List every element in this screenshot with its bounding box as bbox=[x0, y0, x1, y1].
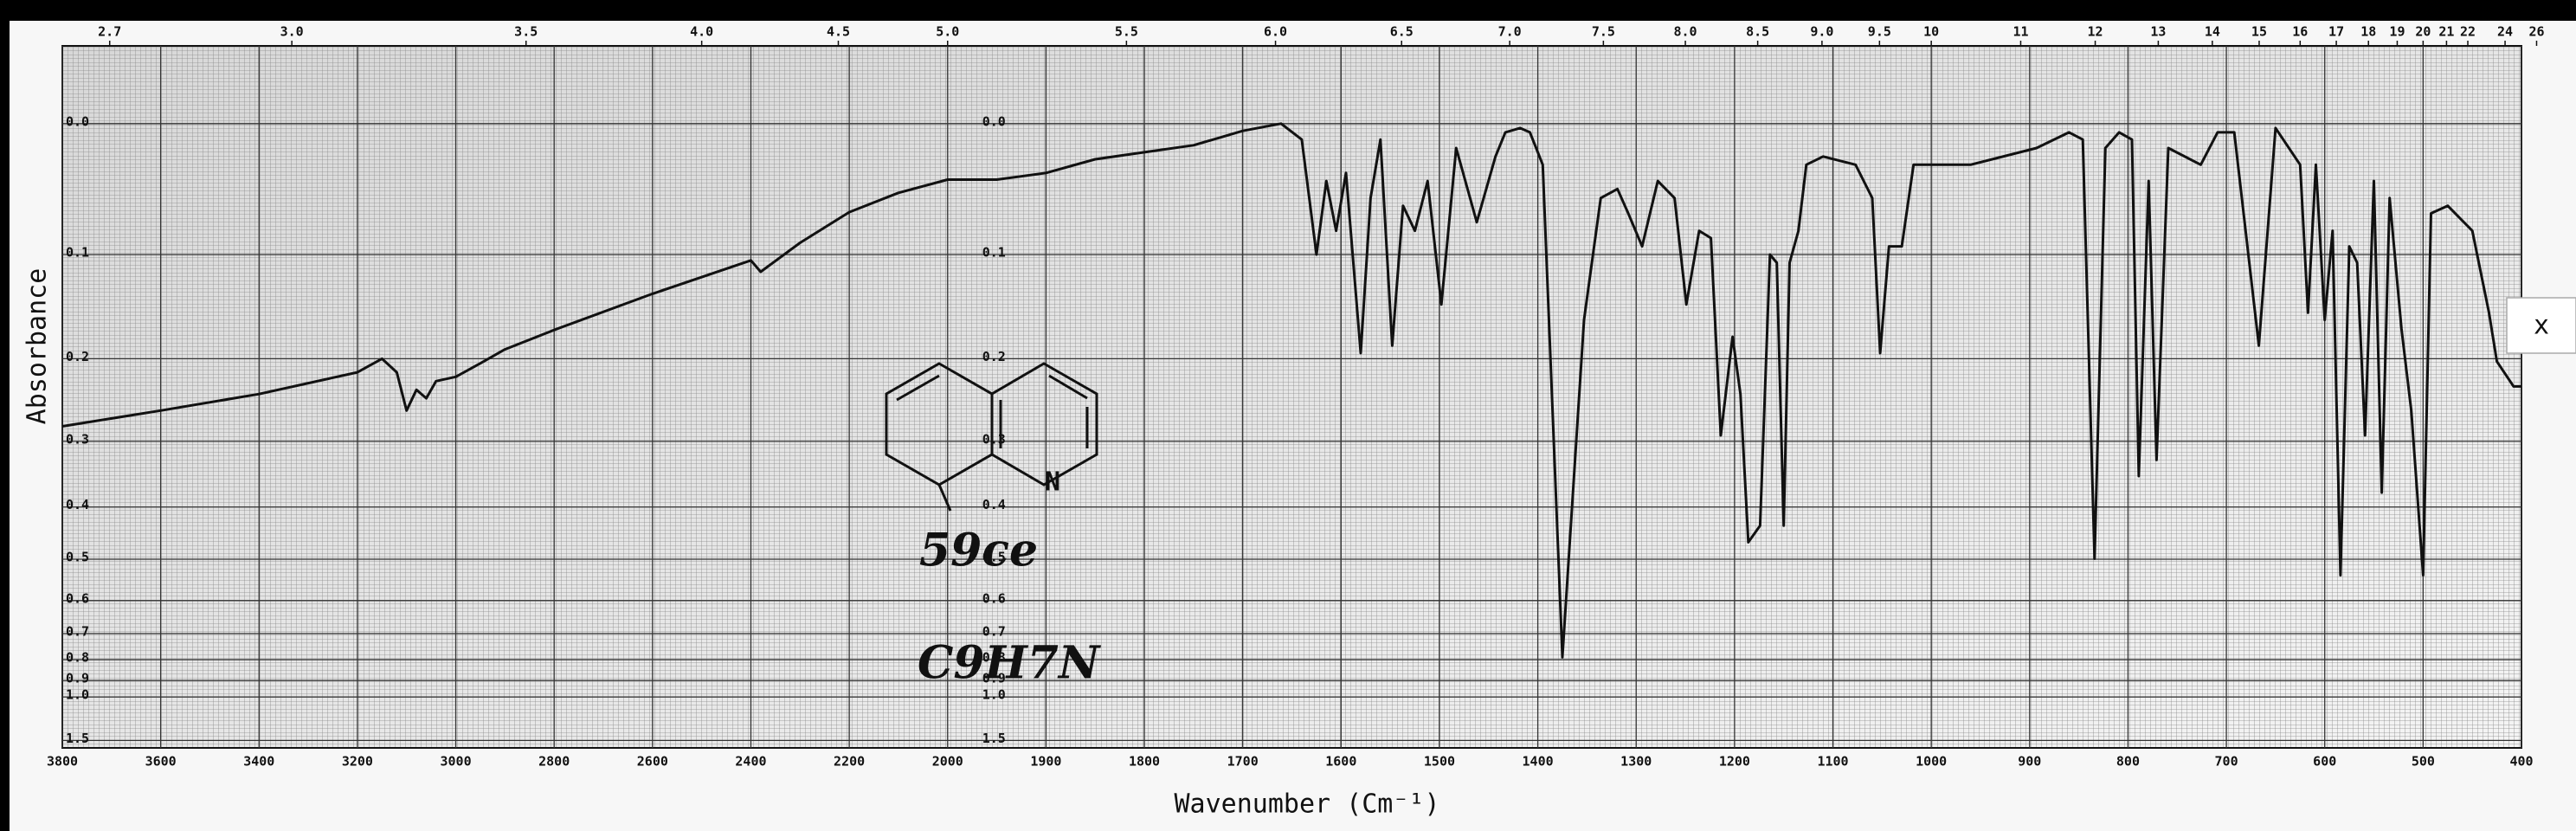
y-axis-title: Absorbance bbox=[23, 268, 53, 425]
annotation: C9H7N bbox=[918, 637, 1102, 690]
x2-tick-label: 4.0 bbox=[690, 24, 713, 40]
y-tick-label: 0.2 bbox=[982, 349, 1006, 364]
x-tick-label: 3000 bbox=[440, 754, 471, 770]
x2-tick-label: 26 bbox=[2528, 24, 2544, 40]
bond-tail bbox=[937, 484, 952, 512]
y-tick-label: 0.4 bbox=[66, 497, 89, 512]
x2-tick-label: 7.5 bbox=[1592, 24, 1615, 40]
y-tick-label: 0.0 bbox=[66, 113, 89, 129]
close-button-label[interactable]: x bbox=[2534, 311, 2549, 341]
y-tick-label: 0.1 bbox=[66, 245, 89, 261]
x-tick-label: 2600 bbox=[637, 754, 668, 770]
x2-tick-label: 14 bbox=[2205, 24, 2220, 40]
x-tick-label: 1400 bbox=[1523, 754, 1554, 770]
y-tick-label: 0.1 bbox=[982, 245, 1006, 261]
y-tick-label: 0.3 bbox=[982, 431, 1006, 447]
x2-tick-label: 6.5 bbox=[1390, 24, 1414, 40]
x2-tick-label: 12 bbox=[2088, 24, 2103, 40]
x-tick-label: 1700 bbox=[1227, 754, 1259, 770]
x-tick-label: 2200 bbox=[834, 754, 865, 770]
x2-tick-label: 3.0 bbox=[280, 24, 304, 40]
structure bbox=[885, 362, 1098, 512]
x2-tick-label: 15 bbox=[2251, 24, 2267, 40]
spectrum-line bbox=[61, 122, 2521, 659]
x-tick-label: 800 bbox=[2116, 754, 2140, 770]
x-tick-label: 2400 bbox=[735, 754, 766, 770]
close-button[interactable]: x bbox=[2506, 297, 2576, 354]
x-tick-label: 1800 bbox=[1129, 754, 1160, 770]
close-button-box[interactable] bbox=[2506, 297, 2576, 354]
y-tick-label: 0.8 bbox=[66, 650, 89, 666]
y-tick-label: 1.5 bbox=[66, 731, 89, 746]
tick-labels: 3800 3600 3400 3200 3000 2800 2600 2400 2200 2000… bbox=[47, 24, 2545, 770]
x2-tick-label: 22 bbox=[2460, 24, 2476, 40]
y-tick-label: 0.8 bbox=[982, 650, 1006, 666]
top-bar bbox=[0, 0, 2576, 21]
y-tick-label: 0.5 bbox=[66, 549, 89, 564]
x2-tick-label: 19 bbox=[2389, 24, 2405, 40]
x2-tick-label: 9.5 bbox=[1868, 24, 1891, 40]
left-edge bbox=[0, 0, 10, 831]
x2-tick-label: 6.0 bbox=[1264, 24, 1287, 40]
x2-tick-label: 20 bbox=[2415, 24, 2431, 40]
x2-tick-label: 7.0 bbox=[1498, 24, 1522, 40]
x-tick-label: 1900 bbox=[1030, 754, 1061, 770]
x2-tick-label: 24 bbox=[2497, 24, 2513, 40]
x-tick-label: 3200 bbox=[342, 754, 373, 770]
x-tick-label: 600 bbox=[2313, 754, 2336, 770]
x-tick-label: 2800 bbox=[538, 754, 570, 770]
x2-tick-label: 9.0 bbox=[1810, 24, 1833, 40]
x-tick-label: 700 bbox=[2215, 754, 2238, 770]
x-tick-label: 900 bbox=[2018, 754, 2041, 770]
x-tick-label: 1200 bbox=[1719, 754, 1750, 770]
double-bonds bbox=[896, 374, 1089, 448]
x-tick-label: 1000 bbox=[1916, 754, 1947, 770]
minor-grid bbox=[62, 46, 2521, 748]
y-tick-label: 0.4 bbox=[982, 497, 1006, 512]
pyridine-ring bbox=[990, 362, 1098, 486]
y-tick-label: 1.0 bbox=[982, 687, 1006, 703]
x2-tick-label: 17 bbox=[2328, 24, 2344, 40]
y-tick-label: 0.9 bbox=[982, 671, 1006, 686]
x2-tick-label: 4.5 bbox=[827, 24, 850, 40]
x2-tick-label: 21 bbox=[2438, 24, 2454, 40]
x2-tick-label: 8.0 bbox=[1674, 24, 1697, 40]
x-tick-label: 400 bbox=[2509, 754, 2533, 770]
x-tick-label: 1300 bbox=[1620, 754, 1652, 770]
x2-tick-label: 11 bbox=[2012, 24, 2028, 40]
x-tick-label: 1500 bbox=[1424, 754, 1455, 770]
x2-tick-label: 13 bbox=[2150, 24, 2166, 40]
y-tick-label: 0.3 bbox=[66, 431, 89, 447]
x-tick-label: 3400 bbox=[243, 754, 274, 770]
y-tick-label: 0.6 bbox=[982, 590, 1006, 606]
x-tick-label: 500 bbox=[2412, 754, 2435, 770]
x2-tick-label: 8.5 bbox=[1746, 24, 1769, 40]
y-tick-label: 0.2 bbox=[66, 349, 89, 364]
y-tick-label: 0.0 bbox=[982, 113, 1006, 129]
y-tick-label: 1.5 bbox=[982, 731, 1006, 746]
x-tick-label: 1100 bbox=[1817, 754, 1848, 770]
x-tick-label: 1600 bbox=[1325, 754, 1356, 770]
x2-tick-label: 3.5 bbox=[514, 24, 538, 40]
y-tick-label: 0.6 bbox=[66, 590, 89, 606]
annotation: 59ce bbox=[919, 525, 1038, 577]
x-axis-title: Wavenumber (Cm⁻¹) bbox=[1174, 789, 1439, 820]
y-tick-label: 1.0 bbox=[66, 687, 89, 703]
x-tick-label: 3800 bbox=[47, 754, 78, 770]
x-tick-label: 3600 bbox=[145, 754, 177, 770]
y-tick-label: 0.7 bbox=[982, 623, 1006, 639]
structure-label: N bbox=[1045, 467, 1060, 498]
x-tick-label: 2000 bbox=[932, 754, 963, 770]
x2-tick-label: 10 bbox=[1923, 24, 1939, 40]
x2-tick-label: 16 bbox=[2292, 24, 2308, 40]
x2-tick-label: 5.5 bbox=[1115, 24, 1138, 40]
y-tick-label: 0.9 bbox=[66, 671, 89, 686]
y-tick-label: 0.5 bbox=[982, 549, 1006, 564]
x2-tick-label: 2.7 bbox=[98, 24, 121, 40]
grid bbox=[61, 41, 2538, 748]
x2-tick-label: 18 bbox=[2360, 24, 2376, 40]
x2-tick-label: 5.0 bbox=[936, 24, 959, 40]
y-tick-label: 0.7 bbox=[66, 623, 89, 639]
